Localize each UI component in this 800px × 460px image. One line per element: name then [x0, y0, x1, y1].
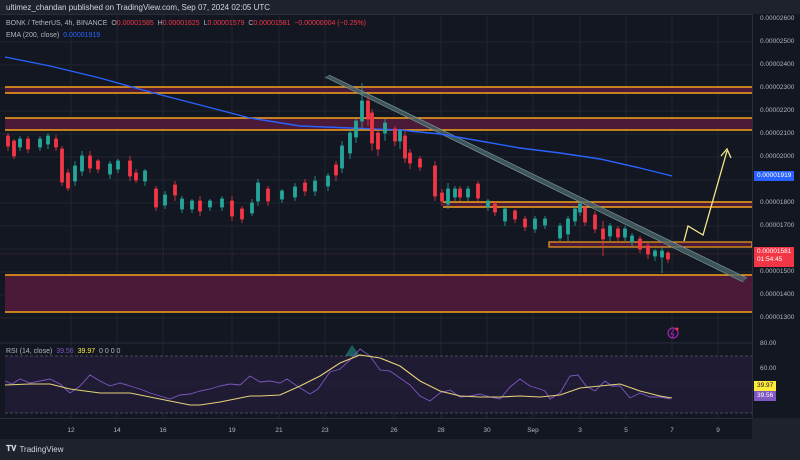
- brand-name: TradingView: [19, 444, 64, 454]
- bar-countdown: 01:54:45: [757, 256, 783, 263]
- time-tick: 9: [716, 427, 720, 434]
- price-label: 0.00002200: [760, 107, 795, 114]
- price-label: 0.00002600: [760, 15, 795, 22]
- rsi-label: RSI (14, close): [6, 348, 53, 355]
- price-label: 0.00001500: [760, 268, 795, 275]
- time-tick: 16: [159, 427, 167, 434]
- change-value: −0.00000004 (−0.25%): [294, 20, 366, 27]
- lightning-alert-icon: [667, 327, 679, 339]
- open-value: 0.00001585: [116, 20, 154, 27]
- last-price-badge: 0.00001581 01:54:45: [754, 247, 795, 267]
- time-tick: 30: [483, 427, 491, 434]
- price-label: 0.00002400: [760, 61, 795, 68]
- symbol-legend[interactable]: BONK / TetherUS, 4h, BINANCE O0.00001585…: [6, 20, 366, 27]
- close-label: C: [248, 20, 254, 27]
- time-tick: 14: [113, 427, 121, 434]
- symbol-label: BONK / TetherUS, 4h, BINANCE: [6, 20, 108, 27]
- rsi-badge: 39.56: [754, 391, 777, 401]
- price-label: 0.00001700: [760, 222, 795, 229]
- high-label: H: [157, 20, 163, 27]
- high-value: 0.00001625: [162, 20, 200, 27]
- price-label: 0.00002300: [760, 84, 795, 91]
- chart-pane[interactable]: BONK / TetherUS, 4h, BINANCE O0.00001585…: [0, 14, 752, 419]
- tradingview-logo-icon: 𝐓𝐕: [6, 444, 17, 453]
- rsi-axis-label: 80.00: [760, 340, 777, 347]
- price-chart: [0, 15, 752, 419]
- time-tick: Sep: [527, 427, 539, 434]
- time-tick: 12: [67, 427, 75, 434]
- tradingview-branding[interactable]: 𝐓𝐕 TradingView: [6, 444, 64, 454]
- ema-line: [4, 56, 673, 177]
- support-resistance-zones: [0, 86, 752, 313]
- rsi-ma-badge: 39.97: [754, 381, 777, 391]
- projection-arrow: [683, 147, 732, 242]
- ema-price-badge: 0.00001919: [754, 171, 795, 181]
- price-label: 0.00001800: [760, 199, 795, 206]
- rsi-line: [4, 348, 671, 402]
- time-tick: 7: [670, 427, 674, 434]
- time-tick: 19: [228, 427, 236, 434]
- ema-value: 0.00001919: [63, 32, 101, 39]
- rsi-axis-label: 60.00: [760, 365, 777, 372]
- price-label: 0.00002000: [760, 153, 795, 160]
- rsi-extras: 0 0 0 0: [99, 348, 121, 355]
- price-label: 0.00002500: [760, 38, 795, 45]
- open-label: O: [111, 20, 117, 27]
- price-label: 0.00001400: [760, 291, 795, 298]
- time-tick: 3: [578, 427, 582, 434]
- price-label: 0.00001300: [760, 314, 795, 321]
- descending-channel: [325, 75, 747, 282]
- time-tick: 23: [321, 427, 329, 434]
- time-tick: 5: [624, 427, 628, 434]
- close-value: 0.00001581: [253, 20, 291, 27]
- price-label: 0.00002100: [760, 130, 795, 137]
- low-label: L: [203, 20, 208, 27]
- ema-label: EMA (200, close): [6, 32, 60, 39]
- publisher-line: ultimez_chandan published on TradingView…: [6, 3, 271, 12]
- rsi-ma-value: 39.97: [77, 348, 96, 355]
- time-tick: 26: [390, 427, 398, 434]
- rsi-legend[interactable]: RSI (14, close) 39.56 39.97 0 0 0 0: [6, 348, 120, 355]
- time-tick: 28: [437, 427, 445, 434]
- time-axis[interactable]: 12 14 16 19 21 23 26 28 30 Sep 3 5 7 9: [0, 418, 752, 439]
- rsi-ma-line: [4, 354, 673, 406]
- candlesticks: [6, 83, 670, 273]
- ema-legend[interactable]: EMA (200, close) 0.00001919: [6, 32, 100, 39]
- rsi-value: 39.56: [56, 348, 74, 355]
- time-tick: 21: [275, 427, 283, 434]
- low-value: 0.00001579: [207, 20, 245, 27]
- last-price: 0.00001581: [757, 248, 792, 255]
- price-axis[interactable]: 0.00002600 0.00002500 0.00002400 0.00002…: [752, 14, 800, 418]
